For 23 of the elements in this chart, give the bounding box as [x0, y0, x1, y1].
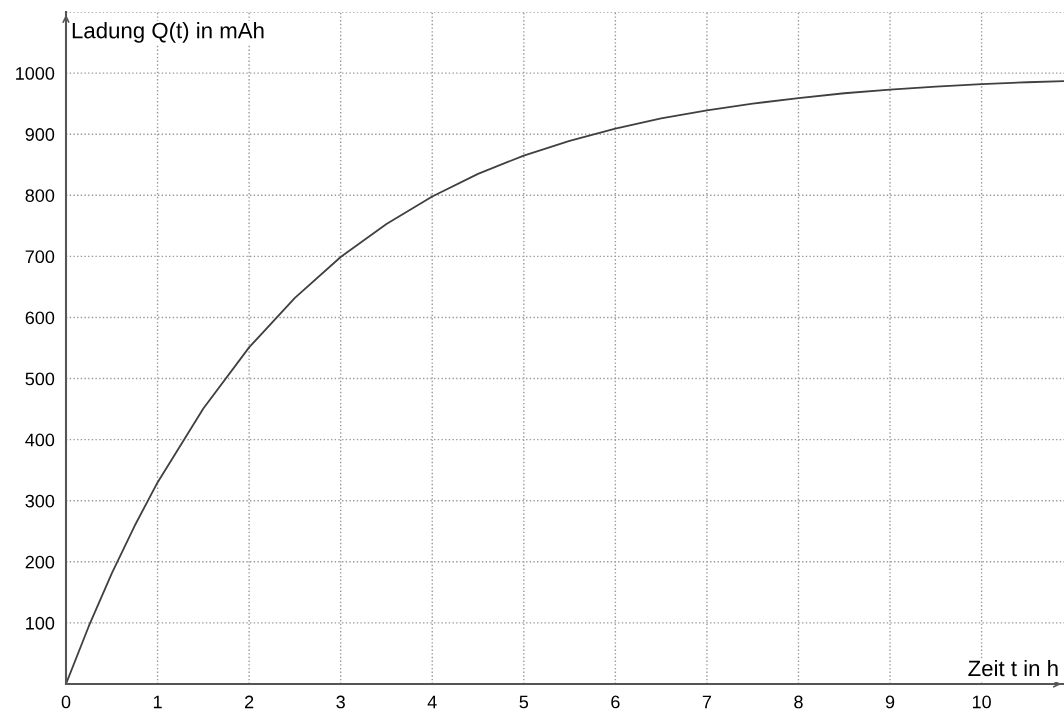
- x-tick-label: 4: [427, 695, 437, 709]
- y-tick-label: 300: [25, 494, 55, 508]
- y-tick-label: 400: [25, 433, 55, 447]
- x-tick-label: 6: [611, 695, 620, 709]
- x-tick-label: 8: [794, 695, 803, 709]
- x-axis-title: Zeit t in h: [968, 659, 1058, 677]
- y-tick-label: 900: [25, 128, 55, 141]
- y-tick-label: 200: [25, 555, 55, 569]
- y-tick-label: 100: [26, 616, 55, 630]
- x-tick-label: 2: [245, 695, 254, 709]
- y-axis-title: Ladung Q(t) in mAh: [72, 22, 264, 43]
- x-tick-label: 7: [702, 695, 712, 709]
- y-tick-label: 600: [25, 311, 55, 325]
- x-tick-label: 1: [153, 695, 162, 709]
- x-tick-label: 5: [519, 695, 529, 709]
- x-tick-label: 0: [61, 695, 71, 709]
- y-tick-label: 1000: [16, 67, 55, 80]
- x-tick-label: 9: [885, 695, 895, 709]
- x-tick-label: 3: [336, 695, 345, 709]
- x-tick-label: 10: [972, 695, 991, 709]
- y-tick-label: 500: [25, 372, 55, 386]
- y-tick-label: 800: [25, 189, 55, 202]
- y-tick-label: 700: [25, 250, 55, 264]
